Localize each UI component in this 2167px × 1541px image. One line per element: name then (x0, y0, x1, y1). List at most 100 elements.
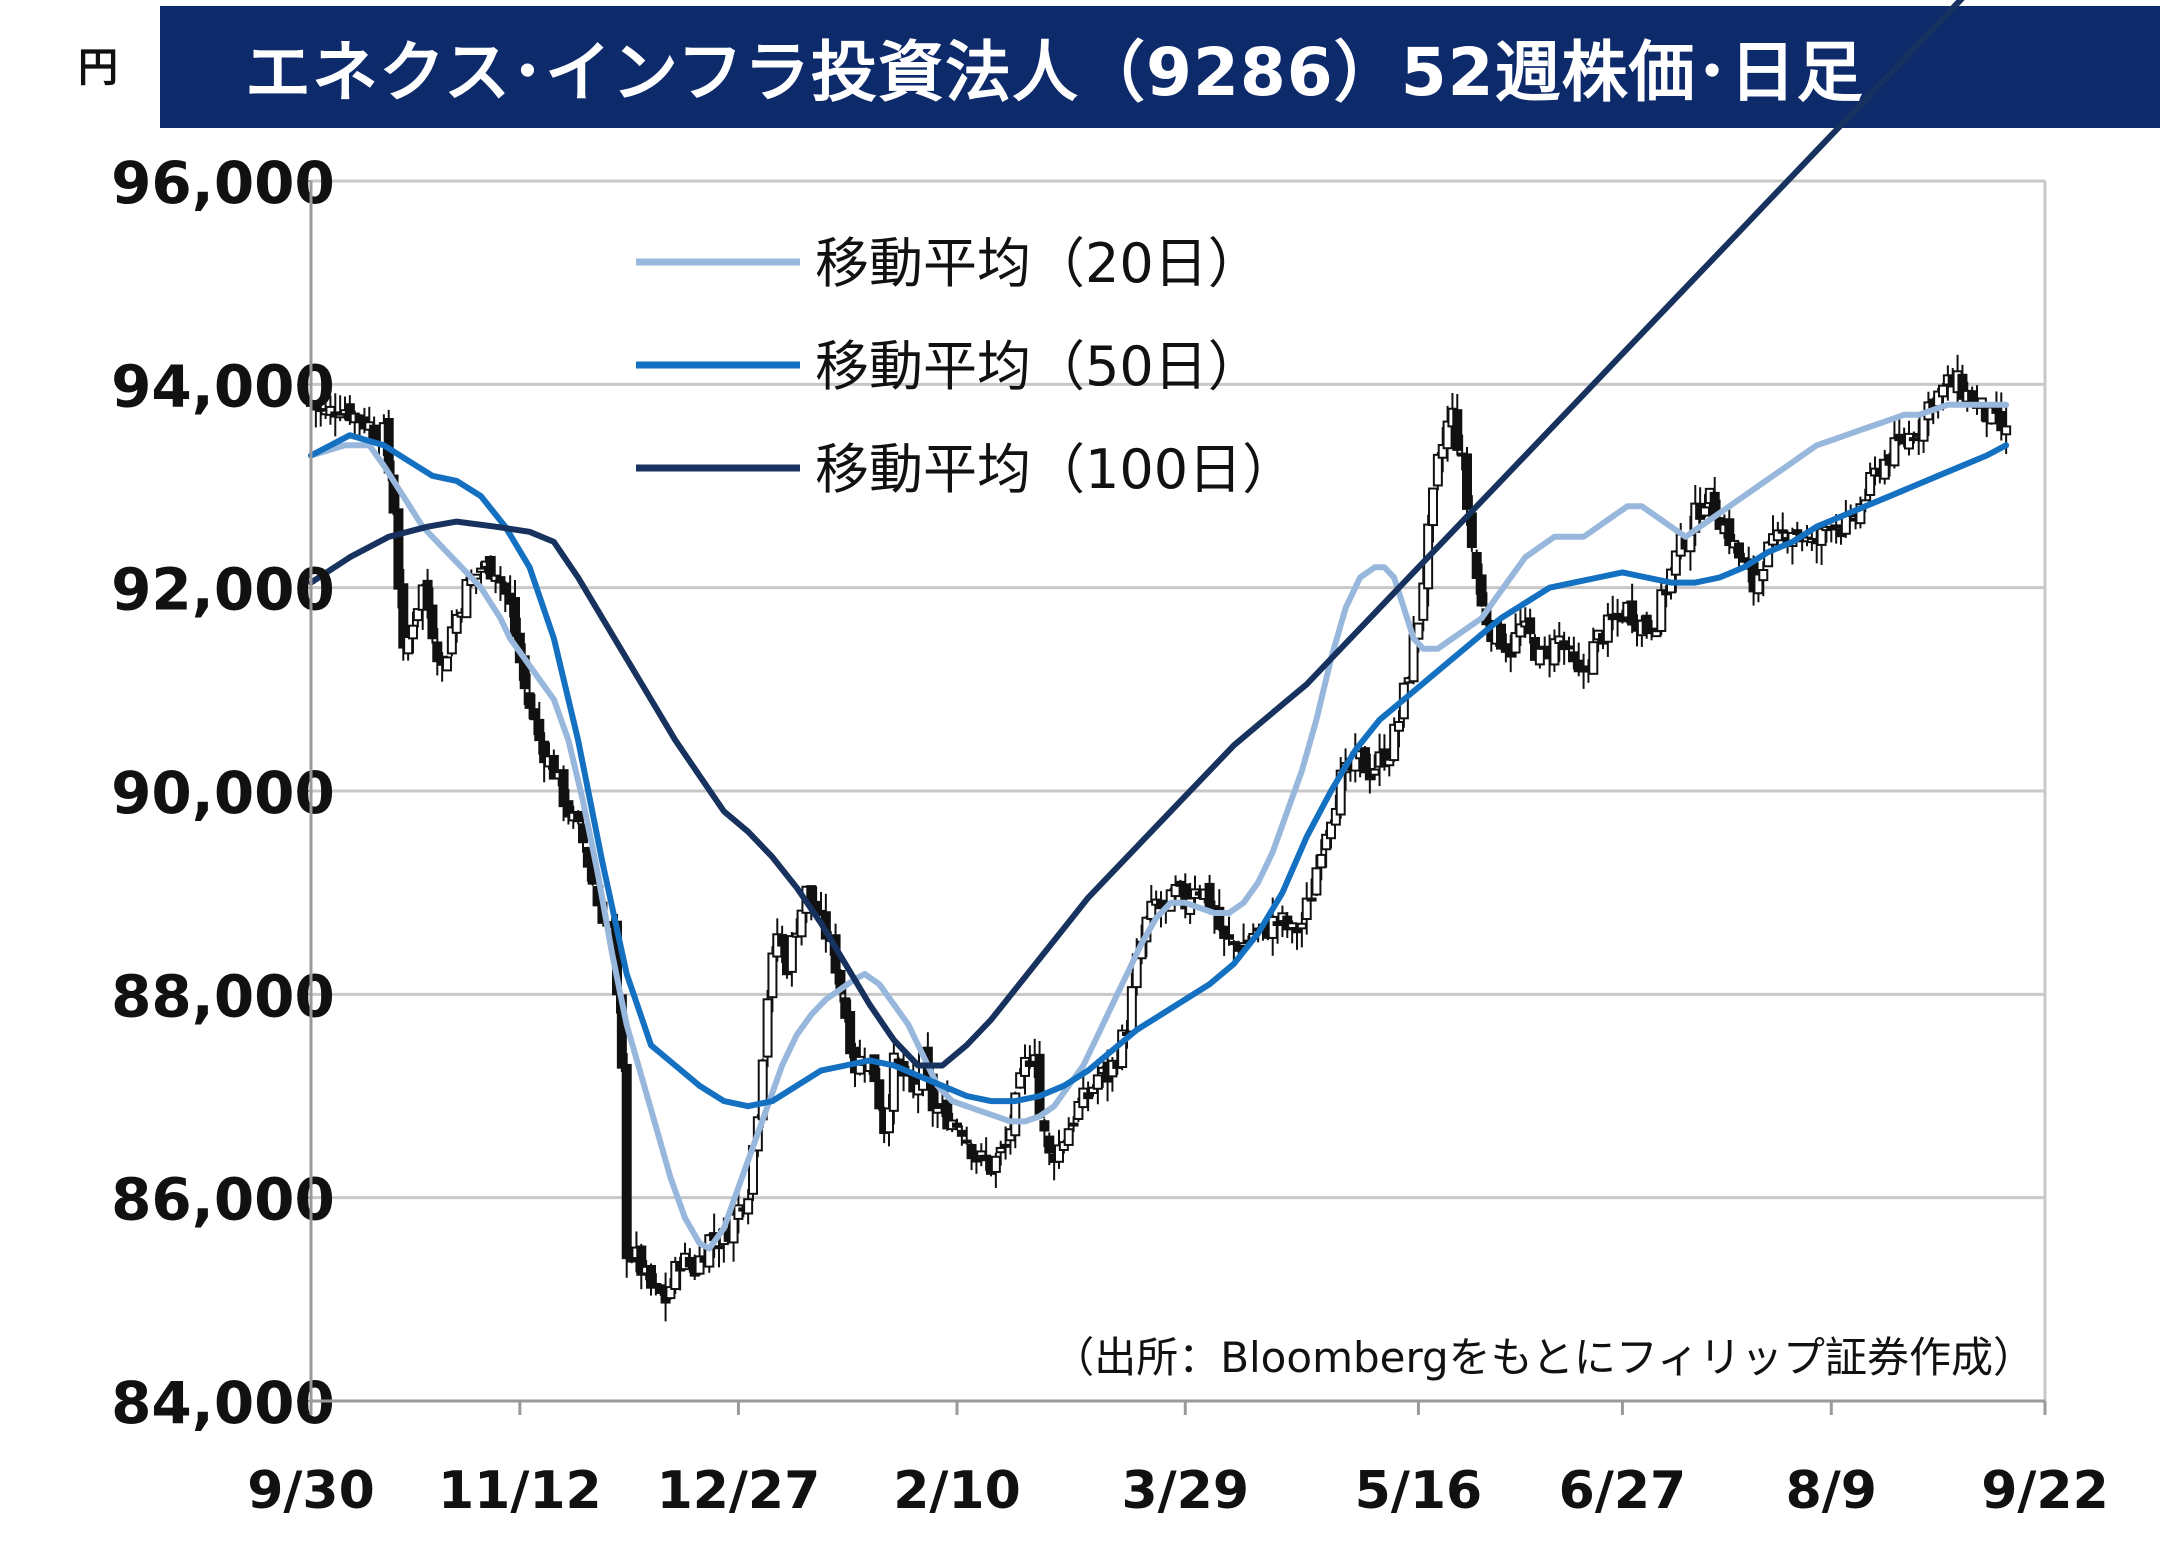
x-tick-label: 11/12 (438, 1461, 602, 1521)
chart-title: エネクス･インフラ投資法人（9286）52週株価･日足 (245, 34, 1864, 111)
candle-body (1734, 542, 1744, 559)
y-axis-unit-label: 円 (78, 45, 118, 91)
candle-body (1758, 569, 1769, 582)
candle-body (524, 692, 535, 709)
candle-body (529, 708, 540, 721)
candle-body (1588, 641, 1599, 675)
y-tick-label: 88,000 (111, 962, 335, 1030)
candle-body (884, 1107, 894, 1134)
legend-ma50: 移動平均（50日） (636, 335, 1262, 398)
candle-body (1301, 897, 1312, 921)
x-tick-label: 9/30 (247, 1461, 375, 1521)
candle-body (966, 1144, 977, 1160)
x-tick-label: 12/27 (657, 1461, 821, 1521)
candle-body (888, 1052, 899, 1112)
candle-body (1068, 1122, 1079, 1127)
candle-body (1792, 529, 1803, 535)
candle-body (621, 1063, 632, 1260)
candle-body (427, 604, 438, 640)
candle-body (1092, 1074, 1103, 1090)
candle-body (932, 1106, 943, 1114)
candle-body (1432, 453, 1443, 487)
legend-label: 移動平均（20日） (815, 232, 1262, 295)
candle-body (835, 969, 846, 995)
candle-body (1700, 506, 1710, 517)
candle-body (1656, 589, 1667, 632)
x-tick-label: 2/10 (893, 1461, 1021, 1521)
candle-body (1296, 922, 1307, 930)
candle-body (1267, 915, 1278, 939)
chart-title-bar: エネクス･インフラ投資法人（9286）52週株価･日足 (160, 6, 2160, 128)
candle-body (2001, 425, 2012, 436)
legend: 移動平均（20日） 移動平均（50日） 移動平均（100日） (636, 232, 1296, 501)
candle-body (1126, 986, 1137, 1033)
legend-ma100: 移動平均（100日） (636, 438, 1296, 501)
candle-body (1287, 922, 1298, 930)
candle-body (971, 1157, 982, 1163)
candle-body (1010, 1092, 1021, 1137)
candle-body (1224, 934, 1234, 940)
candle-body (874, 1079, 885, 1110)
candle-body (1889, 437, 1900, 467)
candle-body (952, 1122, 962, 1128)
source-note: （出所：Bloombergをもとにフィリップ証券作成） (1052, 1333, 2035, 1382)
candle-body (1316, 853, 1327, 869)
candle-body (956, 1129, 967, 1137)
candle-body (1816, 527, 1827, 546)
y-tick-label: 84,000 (111, 1369, 335, 1437)
candle-body (1471, 551, 1482, 579)
y-tick-label: 94,000 (111, 352, 335, 420)
candle-body (369, 424, 380, 440)
candle-body (573, 810, 584, 823)
candle-body (1039, 1120, 1050, 1132)
candle-body (767, 952, 778, 999)
candle-body (1292, 928, 1302, 934)
candle-body (786, 935, 797, 973)
candle-body (626, 1258, 637, 1263)
candle-body (1525, 617, 1536, 635)
candle-body (714, 1245, 724, 1250)
grid-layer (311, 179, 2045, 1200)
candle-body (1564, 645, 1574, 650)
ma50-line (308, 432, 2010, 1110)
candle-body (1428, 487, 1438, 527)
candle-body (684, 1256, 695, 1268)
candle-body (743, 1198, 754, 1215)
x-tick-label: 5/16 (1355, 1461, 1483, 1521)
candle-body (408, 624, 418, 640)
candle-body (1083, 1092, 1094, 1100)
moving-average-layer (308, 0, 2010, 1252)
candle-body (442, 656, 452, 672)
candle-body (1462, 453, 1472, 510)
candle-body (1938, 384, 1948, 398)
candle-body (762, 998, 773, 1058)
candle-body (1272, 921, 1283, 927)
candle-body (1539, 645, 1550, 650)
candle-body (1204, 882, 1215, 910)
candle-body (403, 636, 414, 655)
candle-body (733, 1204, 744, 1220)
candle-body (1063, 1128, 1074, 1146)
candle-body (510, 597, 520, 638)
legend-label: 移動平均（100日） (815, 438, 1296, 501)
candle-body (495, 576, 506, 584)
ma100-line (308, 0, 1965, 1069)
x-tick-label: 9/22 (1981, 1461, 2109, 1521)
candle-body (1394, 720, 1404, 732)
y-tick-label: 90,000 (111, 759, 335, 827)
y-tick-label: 86,000 (111, 1166, 335, 1234)
candle-body (393, 508, 404, 590)
candle-body (995, 1146, 1006, 1154)
candle-body (1306, 897, 1317, 902)
legend-ma20: 移動平均（20日） (636, 232, 1262, 295)
legend-label: 移動平均（50日） (815, 335, 1262, 398)
ma20-line (308, 401, 2010, 1252)
axis-layer: 84,000 86,000 88,000 90,000 92,000 94,000 96,0… (111, 149, 2109, 1521)
candle-body (476, 567, 486, 573)
candle-body (796, 909, 807, 938)
candle-body (1534, 647, 1545, 666)
x-tick-label: 8/9 (1786, 1461, 1877, 1521)
y-tick-label: 92,000 (111, 556, 335, 624)
candle-body (990, 1155, 1001, 1173)
